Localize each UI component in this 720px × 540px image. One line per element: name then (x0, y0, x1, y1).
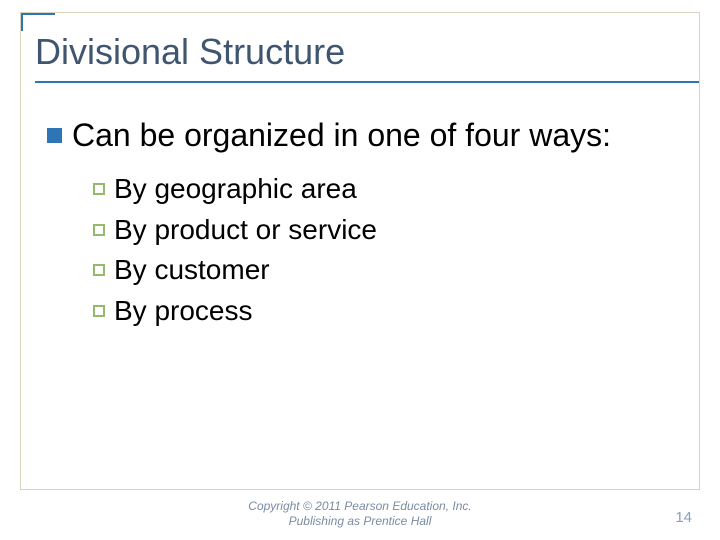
outline-square-bullet-icon (93, 264, 105, 276)
slide-title: Divisional Structure (35, 31, 699, 73)
bullet-level2: By customer (93, 250, 673, 291)
sub-bullet-list: By geographic area By product or service… (47, 169, 673, 331)
bullet-level1: Can be organized in one of four ways: (47, 115, 673, 155)
outline-square-bullet-icon (93, 305, 105, 317)
bullet-level2: By process (93, 291, 673, 332)
title-underline (35, 81, 699, 83)
footer-line1: Copyright © 2011 Pearson Education, Inc. (0, 499, 720, 515)
slide-frame: Divisional Structure Can be organized in… (20, 12, 700, 490)
title-accent-horizontal (21, 13, 55, 15)
footer-line2: Publishing as Prentice Hall (0, 514, 720, 530)
outline-square-bullet-icon (93, 183, 105, 195)
content-area: Can be organized in one of four ways: By… (21, 93, 699, 331)
level1-text: Can be organized in one of four ways: (72, 115, 611, 155)
level2-text: By customer (114, 250, 270, 291)
bullet-level2: By geographic area (93, 169, 673, 210)
title-area: Divisional Structure (21, 13, 699, 93)
level2-text: By geographic area (114, 169, 357, 210)
level2-text: By product or service (114, 210, 377, 251)
level2-text: By process (114, 291, 253, 332)
title-accent-vertical (21, 13, 23, 31)
copyright-footer: Copyright © 2011 Pearson Education, Inc.… (0, 499, 720, 530)
page-number: 14 (675, 509, 692, 526)
bullet-level2: By product or service (93, 210, 673, 251)
outline-square-bullet-icon (93, 224, 105, 236)
square-bullet-icon (47, 128, 62, 143)
